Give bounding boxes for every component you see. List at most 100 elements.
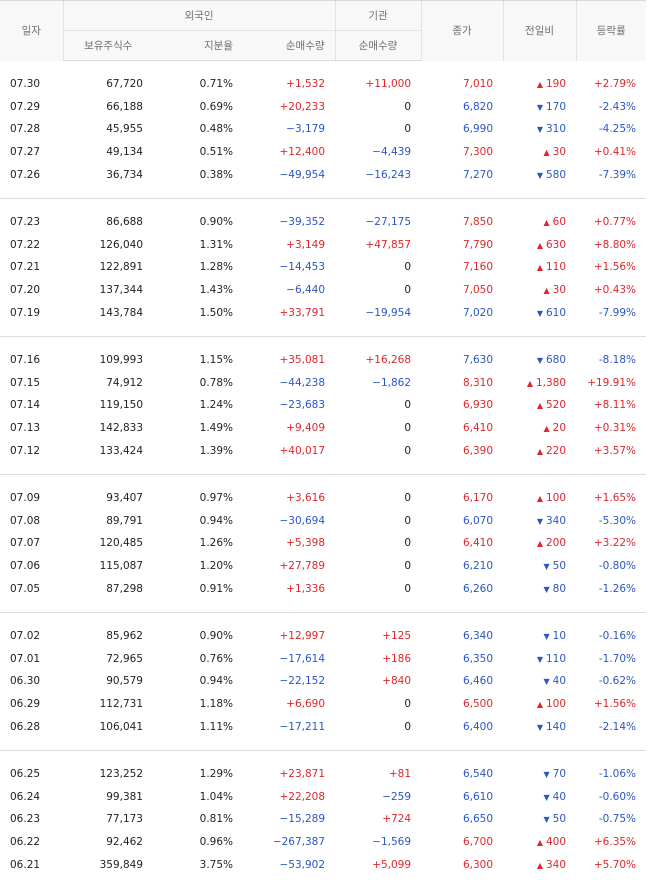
table-row: 07.29 66,188 0.69% +20,233 0 6,820 ▼ 170 -2.43%	[0, 96, 646, 119]
down-triangle-icon: ▼	[543, 584, 550, 594]
group-divider	[0, 336, 647, 337]
cell-ratio: 0.96%	[199, 835, 233, 848]
cell-ratio: 1.20%	[199, 559, 233, 572]
cell-change: ▼ 80	[503, 577, 576, 600]
cell-inst-net: −16,243	[365, 168, 412, 181]
cell-ratio: 0.94%	[199, 514, 233, 527]
cell-inst-net: 0	[404, 537, 412, 550]
cell-inst-net: 0	[404, 284, 412, 297]
cell-change: ▲ 60	[503, 211, 576, 234]
cell-change-value: 100	[545, 697, 567, 710]
cell-holdings: 143,784	[99, 306, 143, 319]
cell-date: 07.01	[10, 652, 41, 665]
cell-ratio: 1.11%	[199, 720, 233, 733]
cell-rate: +8.80%	[593, 238, 637, 251]
cell-change: ▲ 30	[503, 141, 576, 164]
cell-close: 7,010	[462, 78, 494, 91]
cell-foreign-net: +40,017	[279, 444, 326, 457]
cell-inst-net: −4,439	[372, 146, 412, 159]
cell-inst-net: +16,268	[365, 354, 412, 367]
table-row: 07.01 72,965 0.76% −17,614 +186 6,350 ▼ 110 -1.7…	[0, 647, 646, 670]
up-triangle-icon: ▲	[526, 378, 533, 388]
cell-date: 07.26	[10, 168, 41, 181]
cell-holdings: 85,962	[106, 630, 143, 643]
cell-change: ▲ 1,380	[503, 372, 576, 395]
cell-change-value: 40	[552, 790, 567, 803]
down-triangle-icon: ▼	[536, 356, 543, 366]
cell-rate: -2.14%	[598, 720, 637, 733]
table-row: 07.16 109,993 1.15% +35,081 +16,268 7,630 ▼ 680…	[0, 349, 646, 372]
cell-holdings: 86,688	[106, 216, 143, 229]
cell-change-value: 50	[552, 559, 567, 572]
cell-rate: +0.77%	[593, 216, 637, 229]
cell-foreign-net: −17,614	[279, 652, 326, 665]
cell-ratio: 0.90%	[199, 630, 233, 643]
cell-rate: -0.80%	[598, 559, 637, 572]
cell-rate: +8.11%	[593, 399, 637, 412]
cell-ratio: 1.39%	[199, 444, 233, 457]
cell-foreign-net: +27,789	[279, 559, 326, 572]
down-triangle-icon: ▼	[543, 815, 550, 825]
cell-foreign-net: −39,352	[279, 216, 326, 229]
cell-date: 07.21	[10, 261, 41, 274]
cell-foreign-net: −14,453	[279, 261, 326, 274]
cell-change: ▲ 110	[503, 256, 576, 279]
cell-holdings: 49,134	[106, 146, 143, 159]
cell-change-value: 20	[552, 422, 567, 435]
cell-date: 07.22	[10, 238, 41, 251]
col-date-header: 일자	[0, 0, 63, 61]
cell-ratio: 0.48%	[199, 123, 233, 136]
col-institution-group-header: 기관	[334, 0, 422, 31]
cell-change: ▼ 10	[503, 625, 576, 648]
cell-foreign-net: +9,409	[286, 422, 326, 435]
cell-date: 07.08	[10, 514, 41, 527]
down-triangle-icon: ▼	[543, 632, 550, 642]
cell-ratio: 0.90%	[199, 216, 233, 229]
cell-ratio: 1.31%	[199, 238, 233, 251]
cell-inst-net: −1,569	[372, 835, 412, 848]
up-triangle-icon: ▲	[536, 446, 543, 456]
cell-rate: -0.75%	[598, 813, 637, 826]
cell-change-value: 520	[545, 399, 567, 412]
table-row: 06.28 106,041 1.11% −17,211 0 6,400 ▼ 140 -2.14%	[0, 715, 646, 738]
group-divider	[0, 612, 647, 613]
col-foreign-net-header: 순매수량	[243, 30, 336, 61]
cell-change: ▲ 30	[503, 279, 576, 302]
down-triangle-icon: ▼	[536, 102, 543, 112]
cell-rate: +1.56%	[593, 697, 637, 710]
cell-inst-net: +11,000	[365, 78, 412, 91]
down-triangle-icon: ▼	[543, 770, 550, 780]
cell-change: ▲ 220	[503, 439, 576, 462]
cell-holdings: 120,485	[99, 537, 143, 550]
cell-change-value: 40	[552, 675, 567, 688]
cell-rate: +1.56%	[593, 261, 637, 274]
table-row: 07.28 45,955 0.48% −3,179 0 6,990 ▼ 310 -4.25%	[0, 118, 646, 141]
cell-holdings: 115,087	[99, 559, 143, 572]
cell-date: 06.24	[10, 790, 41, 803]
cell-change-value: 190	[545, 78, 567, 91]
table-row: 06.30 90,579 0.94% −22,152 +840 6,460 ▼ 40 -0.62…	[0, 670, 646, 693]
cell-date: 07.16	[10, 354, 41, 367]
cell-change-value: 30	[552, 146, 567, 159]
cell-ratio: 1.43%	[199, 284, 233, 297]
cell-change-value: 100	[545, 492, 567, 505]
cell-ratio: 1.29%	[199, 768, 233, 781]
group-divider	[0, 750, 647, 751]
cell-close: 6,390	[462, 444, 494, 457]
cell-ratio: 0.97%	[199, 492, 233, 505]
cell-inst-net: 0	[404, 697, 412, 710]
cell-change: ▲ 100	[503, 693, 576, 716]
table-row: 07.26 36,734 0.38% −49,954 −16,243 7,270 ▼ 580 -…	[0, 163, 646, 186]
cell-inst-net: 0	[404, 559, 412, 572]
cell-change: ▼ 340	[503, 510, 576, 533]
cell-date: 06.28	[10, 720, 41, 733]
cell-change: ▲ 100	[503, 487, 576, 510]
cell-holdings: 66,188	[106, 100, 143, 113]
cell-foreign-net: +1,532	[286, 78, 326, 91]
col-inst-net-header: 순매수량	[334, 30, 422, 61]
table-row: 07.23 86,688 0.90% −39,352 −27,175 7,850 ▲ 60 +0…	[0, 211, 646, 234]
up-triangle-icon: ▲	[543, 286, 550, 296]
up-triangle-icon: ▲	[543, 424, 550, 434]
cell-change: ▼ 50	[503, 555, 576, 578]
table-row: 07.07 120,485 1.26% +5,398 0 6,410 ▲ 200 +3.22%	[0, 532, 646, 555]
